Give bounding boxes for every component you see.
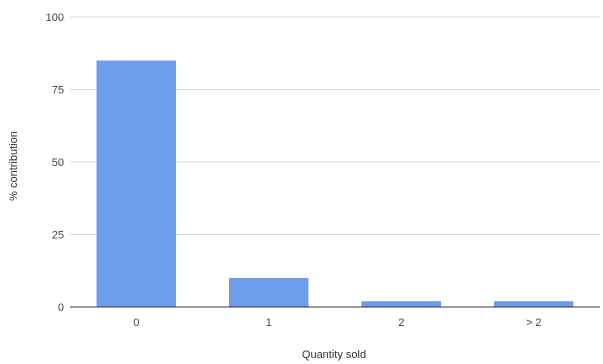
bar [361, 301, 441, 307]
x-tick-labels: 0 1 2 > 2 [133, 317, 541, 329]
bars [96, 60, 574, 307]
x-axis-title: Quantity sold [302, 349, 366, 361]
bar [494, 301, 574, 307]
y-tick-label: 75 [52, 85, 64, 97]
y-tick-label: 100 [46, 12, 64, 24]
bar [96, 60, 176, 307]
x-tick-label: > 2 [526, 317, 542, 329]
x-tick-label: 1 [266, 317, 272, 329]
x-tick-label: 0 [133, 317, 139, 329]
y-axis-title: % contribution [8, 131, 20, 201]
y-tick-label: 0 [58, 302, 64, 314]
x-tick-label: 2 [398, 317, 404, 329]
bar [229, 278, 309, 307]
y-tick-label: 50 [52, 157, 64, 169]
y-tick-labels: 0 25 50 75 100 [46, 12, 64, 314]
y-tick-label: 25 [52, 230, 64, 242]
